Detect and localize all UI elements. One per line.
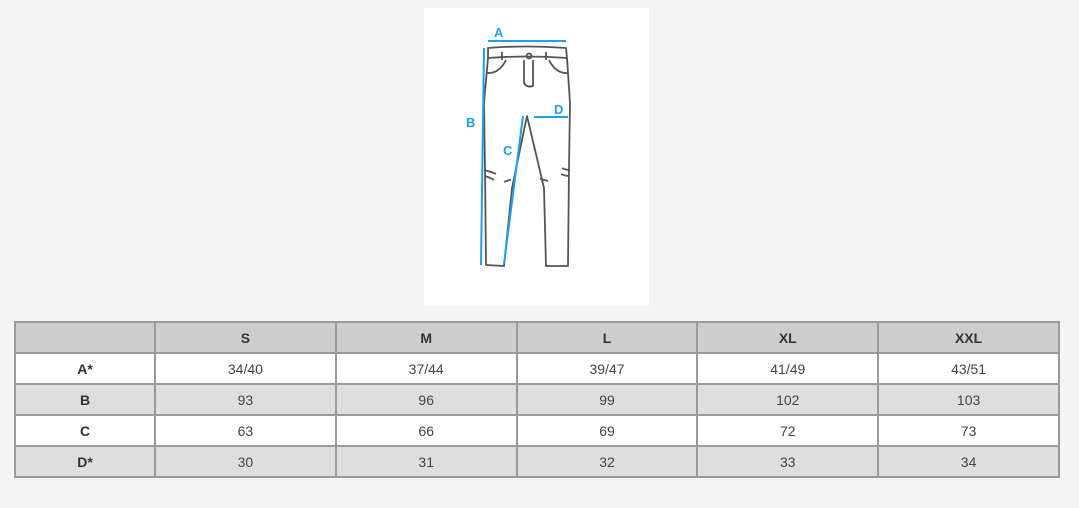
- measurement-cell: 41/49: [696, 352, 880, 385]
- header-cell-empty: [14, 321, 156, 354]
- row-label: C: [14, 414, 156, 447]
- row-label: B: [14, 383, 156, 416]
- measurement-cell: 69: [515, 414, 699, 447]
- header-cell-xl: XL: [696, 321, 880, 354]
- table-row: C 63 66 69 72 73: [14, 414, 1060, 447]
- measurement-cell: 43/51: [877, 352, 1060, 385]
- measurement-cell: 33: [696, 445, 880, 478]
- table-row: B 93 96 99 102 103: [14, 383, 1060, 416]
- measurement-cell: 30: [154, 445, 337, 478]
- measurement-cell: 73: [877, 414, 1060, 447]
- measurement-cell: 93: [154, 383, 337, 416]
- table-row: D* 30 31 32 33 34: [14, 445, 1060, 478]
- measurement-cell: 103: [877, 383, 1060, 416]
- size-table: S M L XL XXL A* 34/40 37/44 39/47 41/49 43/51…: [14, 321, 1060, 478]
- size-header-row: S M L XL XXL: [14, 321, 1060, 354]
- measurement-cell: 99: [515, 383, 699, 416]
- table-row: A* 34/40 37/44 39/47 41/49 43/51: [14, 352, 1060, 385]
- header-cell-m: M: [334, 321, 518, 354]
- measurement-cell: 34: [877, 445, 1060, 478]
- measurement-cell: 96: [334, 383, 518, 416]
- measurement-cell: 72: [696, 414, 880, 447]
- measurement-cell: 63: [154, 414, 337, 447]
- measurement-cell: 39/47: [515, 352, 699, 385]
- measurement-cell: 37/44: [334, 352, 518, 385]
- diagram-label-a: A: [494, 25, 504, 40]
- pants-illustration: A B C D: [466, 25, 571, 267]
- pants-size-diagram: A B C D: [424, 8, 649, 306]
- header-cell-s: S: [154, 321, 337, 354]
- measurement-cell: 34/40: [154, 352, 337, 385]
- measurement-cell: 31: [334, 445, 518, 478]
- header-cell-xxl: XXL: [877, 321, 1060, 354]
- header-cell-l: L: [515, 321, 699, 354]
- measurement-cell: 66: [334, 414, 518, 447]
- row-label: A*: [14, 352, 156, 385]
- row-label: D*: [14, 445, 156, 478]
- diagram-label-b: B: [466, 115, 475, 130]
- diagram-label-c: C: [503, 143, 513, 158]
- measurement-cell: 32: [515, 445, 699, 478]
- diagram-label-d: D: [554, 102, 563, 117]
- measurement-cell: 102: [696, 383, 880, 416]
